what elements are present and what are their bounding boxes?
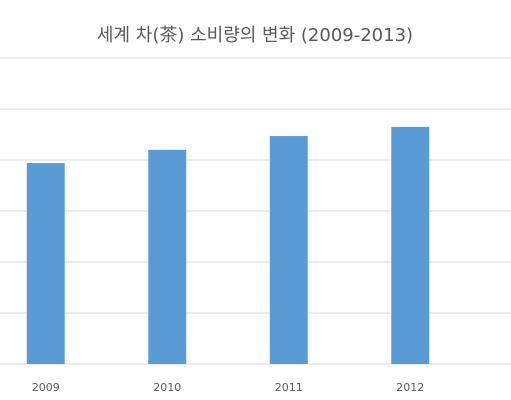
bar	[269, 136, 308, 364]
bar	[148, 149, 187, 364]
x-tick-label: 2009	[32, 381, 60, 394]
bar	[391, 126, 430, 364]
bar	[26, 163, 65, 364]
x-tick-label: 2011	[275, 381, 303, 394]
x-tick-label: 2010	[153, 381, 181, 394]
chart-title: 세계 차(茶) 소비량의 변화 (2009-2013)	[97, 25, 413, 46]
x-tick-label: 2012	[396, 381, 424, 394]
